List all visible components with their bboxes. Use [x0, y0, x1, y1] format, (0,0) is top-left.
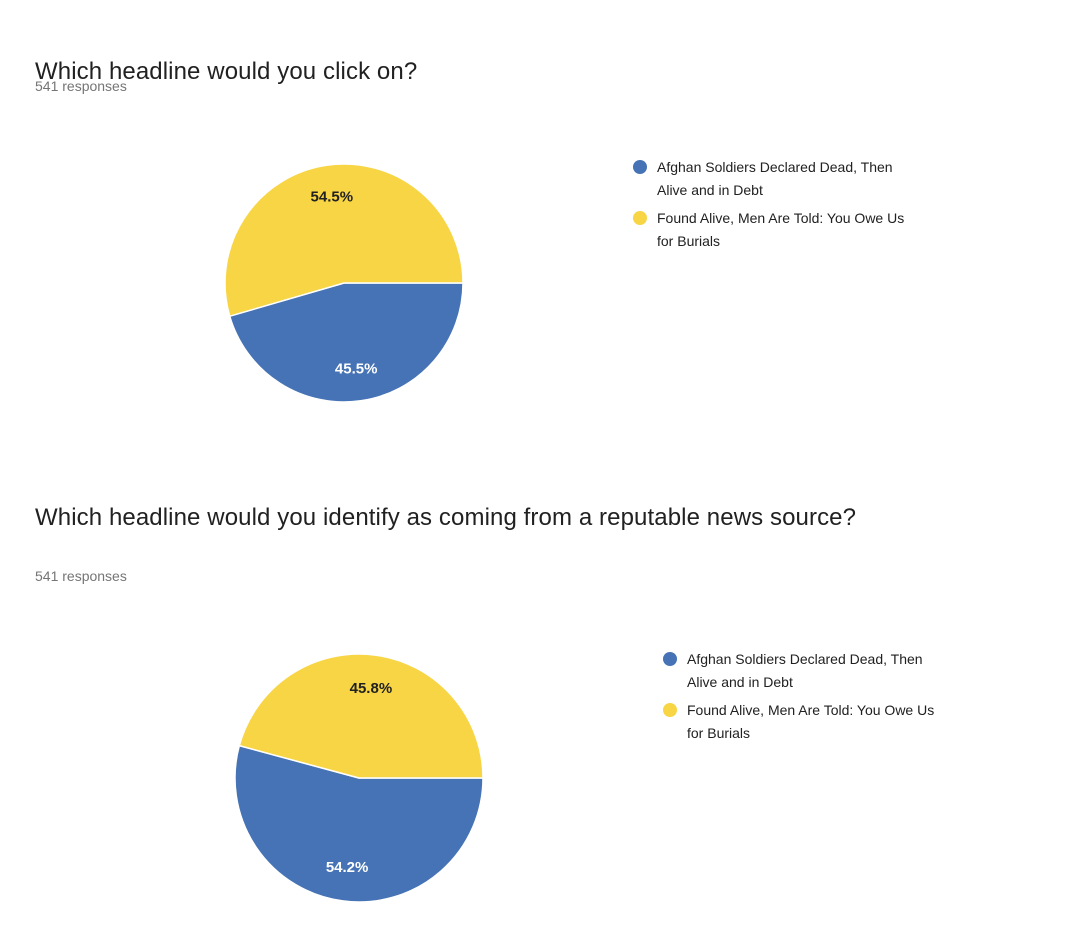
legend-item: Found Alive, Men Are Told: You Owe Us fo…	[663, 699, 943, 745]
legend: Afghan Soldiers Declared Dead, Then Aliv…	[633, 156, 913, 258]
legend-label: Afghan Soldiers Declared Dead, Then Aliv…	[657, 159, 893, 198]
pie-slice[interactable]	[234, 744, 484, 903]
pie-slice[interactable]	[224, 163, 464, 317]
pie-slice-label: 54.2%	[326, 859, 369, 876]
pie-chart: 54.2% 45.8%	[234, 653, 484, 903]
legend-swatch-icon	[663, 652, 677, 666]
response-count: 541 responses	[35, 78, 127, 94]
legend-label: Found Alive, Men Are Told: You Owe Us fo…	[657, 210, 905, 249]
legend: Afghan Soldiers Declared Dead, Then Aliv…	[663, 648, 943, 750]
legend-label: Found Alive, Men Are Told: You Owe Us fo…	[687, 702, 935, 741]
pie-slice[interactable]	[238, 653, 484, 779]
pie-slice-label: 45.8%	[350, 680, 393, 697]
question-title: Which headline would you click on?	[35, 57, 418, 85]
legend-item: Afghan Soldiers Declared Dead, Then Aliv…	[633, 156, 913, 202]
question-title: Which headline would you identify as com…	[35, 503, 857, 531]
legend-swatch-icon	[633, 211, 647, 225]
pie-slice-label: 54.5%	[311, 189, 354, 206]
pie-slice[interactable]	[228, 282, 464, 403]
legend-item: Afghan Soldiers Declared Dead, Then Aliv…	[663, 648, 943, 694]
pie-chart: 45.5% 54.5%	[224, 163, 464, 403]
response-count: 541 responses	[35, 568, 127, 584]
legend-swatch-icon	[663, 703, 677, 717]
pie-slice-label: 45.5%	[335, 361, 378, 378]
legend-item: Found Alive, Men Are Told: You Owe Us fo…	[633, 207, 913, 253]
legend-swatch-icon	[633, 160, 647, 174]
legend-label: Afghan Soldiers Declared Dead, Then Aliv…	[687, 651, 923, 690]
